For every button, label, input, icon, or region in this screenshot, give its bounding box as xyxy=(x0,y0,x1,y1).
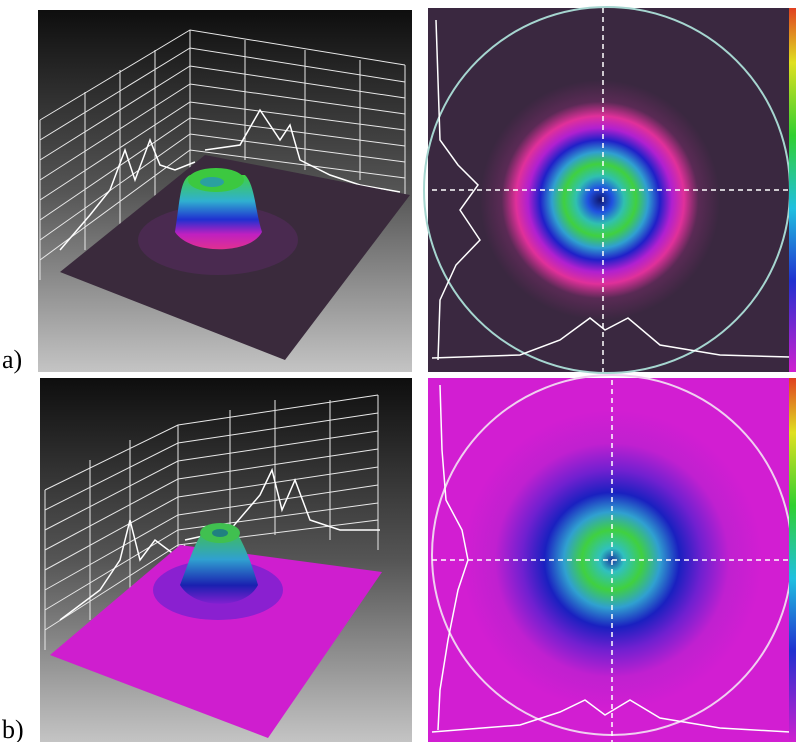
figure: a) b) xyxy=(0,0,796,742)
colorbar xyxy=(789,8,796,372)
beam-dip xyxy=(200,177,224,187)
beam xyxy=(480,80,720,320)
colorbar xyxy=(789,378,796,742)
beam-dip xyxy=(212,529,228,537)
panel-a-3d xyxy=(38,10,412,372)
panel-label: a) xyxy=(2,345,22,374)
panel-b-2d xyxy=(428,375,796,742)
panel-b-3d xyxy=(40,378,412,742)
panel-label: b) xyxy=(2,715,24,742)
panel-a-2d xyxy=(424,7,796,373)
